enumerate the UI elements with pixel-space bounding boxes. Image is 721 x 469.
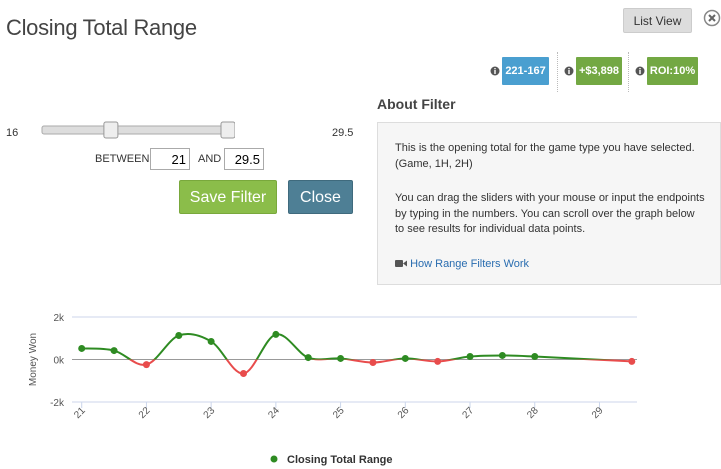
slider-max: 29.5 bbox=[332, 127, 354, 139]
point[interactable] bbox=[531, 353, 539, 361]
list-view-button[interactable]: List View bbox=[623, 8, 692, 33]
y-axis-label: Money Won bbox=[28, 333, 39, 386]
point[interactable] bbox=[401, 354, 409, 362]
info-glyph bbox=[494, 68, 496, 70]
info-icon bbox=[490, 66, 500, 76]
close-icon[interactable] bbox=[703, 9, 721, 27]
info-icon bbox=[635, 66, 645, 76]
x-tick-label: 22 bbox=[137, 405, 153, 421]
range-slider[interactable] bbox=[35, 118, 235, 142]
point[interactable] bbox=[110, 347, 118, 355]
point[interactable] bbox=[337, 354, 345, 362]
save-filter-button[interactable]: Save Filter bbox=[179, 180, 277, 214]
point[interactable] bbox=[498, 351, 506, 359]
about-box: This is the opening total for the game t… bbox=[377, 122, 721, 285]
stat-badge: +$3,898 bbox=[576, 57, 622, 85]
x-tick-label: 24 bbox=[266, 405, 282, 421]
about-text: You can drag the sliders with your mouse… bbox=[395, 192, 705, 235]
point[interactable] bbox=[304, 354, 312, 362]
page-title: Closing Total Range bbox=[6, 15, 197, 40]
y-tick-label: -2k bbox=[50, 398, 65, 409]
x-tick-label: 21 bbox=[72, 405, 88, 421]
stat-badge: ROI:10% bbox=[647, 57, 698, 85]
point[interactable] bbox=[78, 344, 86, 352]
line bbox=[81, 332, 632, 375]
y-tick-label: 2k bbox=[53, 313, 65, 324]
info-glyph bbox=[639, 70, 641, 74]
slider-track bbox=[41, 125, 229, 135]
low-input[interactable] bbox=[150, 148, 190, 170]
slider-min: 16 bbox=[6, 127, 19, 139]
chart: Money Won -2k 0k 2k 21 22 23 24 25 26 27 28 29 Closin… bbox=[28, 313, 637, 466]
help-link[interactable]: How Range Filters Work bbox=[410, 257, 530, 270]
video-icon bbox=[395, 259, 407, 267]
x-tick-label: 25 bbox=[331, 405, 347, 421]
info-glyph bbox=[639, 68, 641, 70]
x-tick-label: 26 bbox=[396, 405, 412, 421]
point[interactable] bbox=[369, 358, 377, 366]
separator bbox=[557, 52, 558, 92]
y-tick-label: 0k bbox=[53, 356, 65, 367]
point[interactable] bbox=[272, 330, 280, 338]
legend-marker bbox=[270, 455, 278, 463]
slider-handle[interactable] bbox=[220, 121, 235, 139]
slider-handle[interactable] bbox=[103, 121, 119, 139]
and-label: AND bbox=[198, 153, 222, 165]
point[interactable] bbox=[628, 357, 636, 365]
info-glyph bbox=[568, 68, 570, 70]
point[interactable] bbox=[175, 331, 183, 339]
point[interactable] bbox=[207, 337, 215, 345]
point[interactable] bbox=[466, 353, 474, 361]
help-link-row: How Range Filters Work bbox=[395, 257, 706, 273]
between-label: BETWEEN bbox=[95, 153, 150, 165]
legend-label[interactable]: Closing Total Range bbox=[287, 454, 393, 466]
separator bbox=[628, 52, 629, 92]
info-icon bbox=[564, 66, 574, 76]
point[interactable] bbox=[142, 361, 150, 369]
x-tick-label: 23 bbox=[202, 405, 218, 421]
point[interactable] bbox=[434, 357, 442, 365]
x-tick-label: 29 bbox=[590, 405, 606, 421]
about-heading: About Filter bbox=[377, 96, 456, 112]
info-glyph bbox=[568, 70, 570, 74]
x-tick-label: 28 bbox=[525, 405, 541, 421]
x-tick-label: 27 bbox=[461, 405, 477, 421]
point[interactable] bbox=[240, 370, 248, 378]
about-text: This is the opening total for the game t… bbox=[395, 142, 695, 170]
stat-badge: 221-167 bbox=[502, 57, 549, 85]
close-button[interactable]: Close bbox=[288, 180, 353, 214]
info-glyph bbox=[494, 70, 496, 74]
high-input[interactable] bbox=[224, 148, 264, 170]
